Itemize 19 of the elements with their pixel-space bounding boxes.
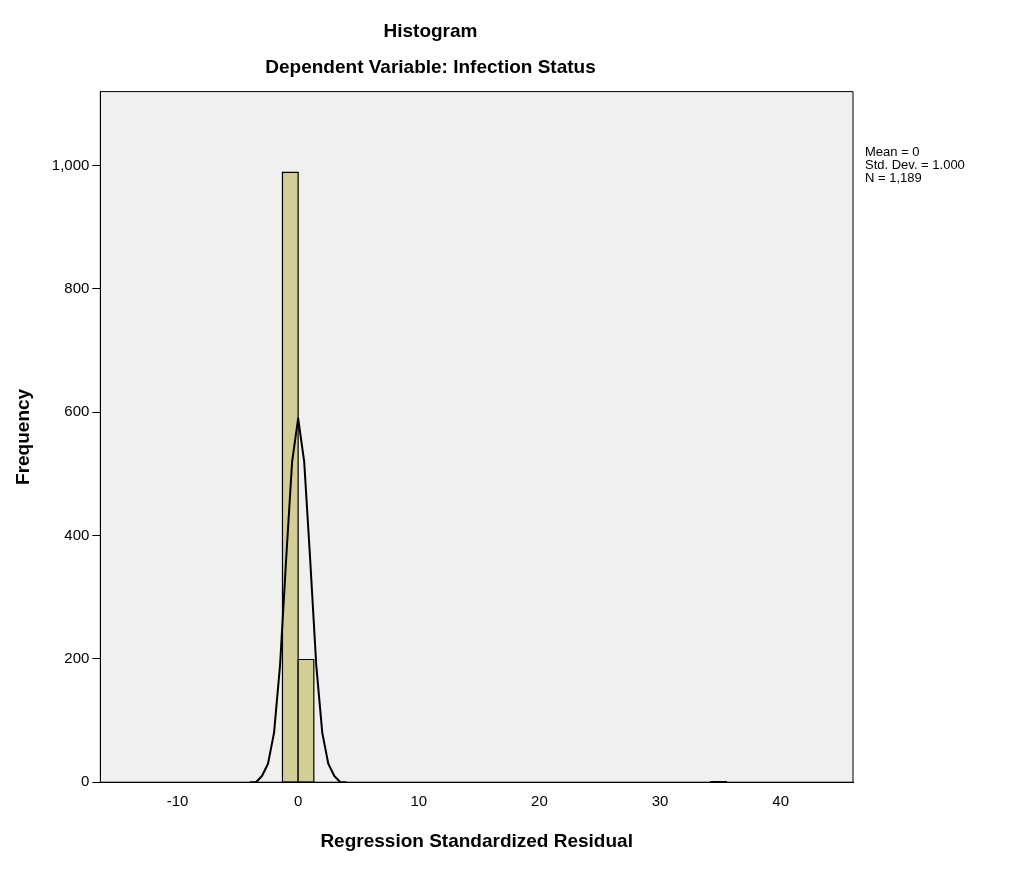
x-tick-label: 40 (772, 792, 789, 810)
y-tick-label: 1,000 (51, 155, 90, 173)
y-tick-label: 200 (64, 649, 90, 667)
text: N = 1,189 (865, 170, 922, 186)
chart-subtitle: Dependent Variable: Infection Status (265, 56, 596, 78)
y-tick-label: 400 (64, 525, 90, 543)
x-tick-label: 0 (293, 792, 303, 810)
text: Mean = 0 (865, 144, 920, 160)
text: Std. Dev. = 1.000 (865, 157, 965, 173)
y-tick-label: 0 (80, 772, 90, 790)
y-tick-label: 800 (64, 279, 90, 297)
x-tick-label: -10 (166, 792, 189, 810)
x-tick-label: 20 (531, 792, 548, 810)
y-tick-label: 600 (64, 402, 90, 420)
x-tick-label: 30 (651, 792, 669, 810)
chart-title: Histogram (383, 19, 478, 41)
y-axis-title: Frequency (11, 388, 33, 485)
x-axis-title: Regression Standardized Residual (320, 829, 633, 851)
x-tick-label: 10 (410, 792, 428, 810)
